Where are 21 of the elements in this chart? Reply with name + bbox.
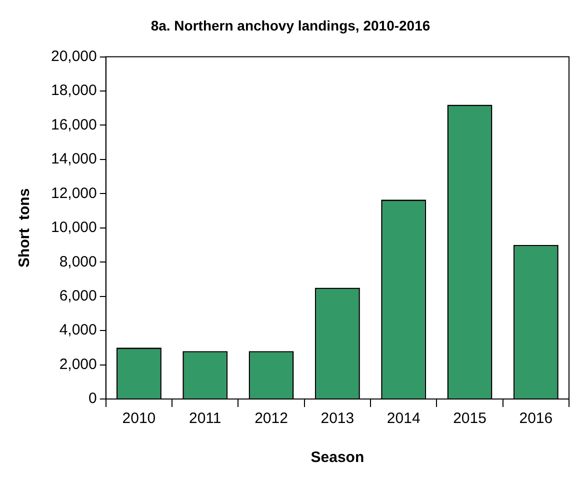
y-tick-label: 10,000 (50, 219, 97, 236)
y-tick-label: 12,000 (50, 184, 97, 202)
x-tick-label: 2014 (386, 410, 420, 428)
y-tick-label: 8,000 (59, 253, 97, 270)
y-tick-label: 18,000 (50, 82, 97, 100)
x-tick-label: 2012 (254, 410, 288, 428)
chart-title: 8a. Northern anchovy landings, 2010-2016 (150, 17, 430, 34)
y-tick-label: 2,000 (59, 356, 97, 373)
y-axis-title: Short tons (16, 188, 34, 268)
x-tick-label: 2010 (122, 410, 156, 428)
x-tick-label: 2016 (519, 410, 553, 428)
y-tick-label: 4,000 (59, 322, 97, 339)
y-tick-label: 0 (88, 390, 97, 408)
x-tick-label: 2013 (320, 410, 354, 428)
y-tick-label: 20,000 (50, 48, 97, 65)
x-axis-title: Season (310, 449, 364, 466)
x-tick-label: 2011 (188, 410, 222, 428)
y-tick-label: 6,000 (59, 287, 97, 304)
y-tick-label: 14,000 (50, 150, 97, 168)
y-tick-label: 16,000 (50, 116, 97, 134)
x-tick-label: 2015 (453, 410, 486, 428)
